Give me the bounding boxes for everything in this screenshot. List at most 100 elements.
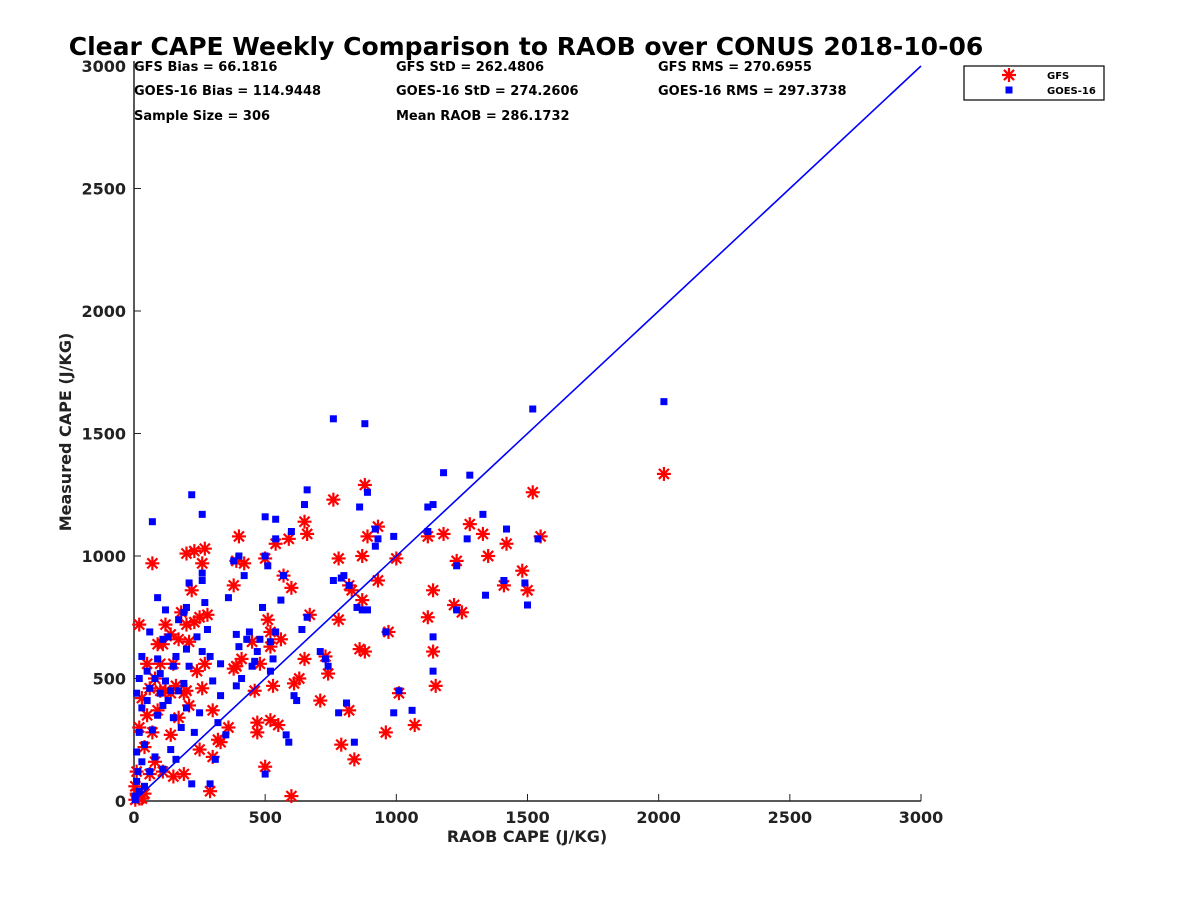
- goes16-point: [156, 670, 164, 678]
- gfs-point-stroke: [154, 657, 167, 670]
- gfs-point: [520, 583, 535, 598]
- gfs-point-stroke: [390, 552, 403, 565]
- goes16-point: [167, 687, 175, 695]
- gfs-point-stroke: [275, 633, 287, 646]
- gfs-point-stroke: [335, 738, 348, 751]
- goes16-point: [175, 687, 183, 695]
- goes16-point: [217, 692, 225, 700]
- gfs-point-stroke: [343, 704, 355, 717]
- gfs-point-stroke: [227, 579, 240, 592]
- goes16-point: [390, 532, 398, 540]
- gfs-point: [184, 583, 199, 598]
- goes16-point: [185, 579, 193, 587]
- goes16-point: [524, 601, 531, 609]
- goes16-point: [261, 513, 269, 521]
- gfs-point: [234, 651, 249, 666]
- goes16-point: [264, 562, 272, 570]
- gfs-point: [287, 676, 302, 691]
- gfs-point: [297, 651, 312, 666]
- gfs-point: [281, 531, 296, 546]
- gfs-point: [179, 617, 194, 632]
- gfs-point-stroke: [172, 633, 185, 646]
- gfs-point-stroke: [167, 770, 180, 783]
- goes16-point: [303, 613, 311, 621]
- goes16-point: [301, 501, 309, 509]
- gfs-point-stroke: [196, 682, 209, 695]
- gfs-point: [189, 664, 204, 679]
- x-tick-label: 500: [248, 808, 281, 827]
- goes16-point: [140, 782, 148, 790]
- gfs-point-stroke: [233, 530, 245, 543]
- goes16-point: [209, 677, 217, 685]
- goes16-point: [138, 652, 146, 660]
- goes16-point: [133, 777, 141, 785]
- goes16-point: [140, 741, 148, 749]
- gfs-point-stroke: [427, 584, 439, 597]
- goes16-point: [198, 510, 206, 518]
- gfs-point-stroke: [261, 613, 274, 626]
- gfs-point-stroke: [437, 528, 450, 540]
- goes16-point: [180, 608, 188, 616]
- gfs-point-stroke: [146, 557, 159, 570]
- goes16-point: [151, 675, 159, 682]
- goes16-point: [482, 591, 490, 599]
- gfs-point: [355, 549, 370, 563]
- goes16-point: [253, 648, 261, 656]
- goes16-point: [353, 603, 361, 611]
- goes16-point: [148, 726, 156, 734]
- gfs-point-stroke: [658, 468, 670, 480]
- goes16-point: [154, 655, 162, 663]
- gfs-point: [481, 549, 496, 563]
- goes16-point: [232, 682, 240, 690]
- gfs-point: [197, 541, 212, 556]
- x-tick-label: 0: [128, 808, 139, 827]
- gfs-point: [347, 752, 362, 767]
- goes16-point: [463, 535, 471, 543]
- x-tick-label: 2500: [768, 808, 813, 827]
- goes16-point: [329, 415, 337, 423]
- goes16-point: [303, 486, 311, 494]
- gfs-point: [210, 732, 225, 747]
- gfs-point-stroke: [429, 680, 442, 692]
- legend-goes16-marker: [1005, 86, 1013, 94]
- goes16-point: [133, 748, 141, 756]
- gfs-point-stroke: [267, 680, 279, 692]
- goes16-point: [177, 724, 185, 731]
- gfs-point-stroke: [185, 584, 198, 597]
- goes16-point: [390, 709, 398, 717]
- gfs-point-stroke: [235, 653, 248, 665]
- gfs-point-stroke: [254, 657, 266, 670]
- stat-text: Mean RAOB = 286.1732: [396, 109, 570, 124]
- gfs-point-stroke: [222, 721, 235, 734]
- gfs-point-stroke: [193, 743, 206, 756]
- gfs-point-stroke: [199, 542, 211, 555]
- gfs-point: [515, 563, 530, 578]
- gfs-point: [334, 737, 349, 752]
- gfs-point-stroke: [298, 653, 311, 665]
- goes16-point: [146, 628, 154, 636]
- goes16-point: [350, 738, 358, 746]
- goes16-point: [272, 628, 280, 636]
- goes16-point: [185, 662, 193, 670]
- gfs-point-stroke: [159, 618, 172, 631]
- goes16-point: [440, 469, 448, 477]
- gfs-point-stroke: [372, 574, 384, 587]
- goes16-point: [329, 577, 337, 584]
- goes16-point: [230, 557, 238, 565]
- goes16-point: [175, 616, 183, 624]
- goes16-point: [266, 667, 274, 675]
- goes16-point: [133, 689, 141, 697]
- gfs-point: [195, 556, 210, 571]
- gfs-point: [226, 661, 241, 676]
- gfs-point-stroke: [246, 635, 258, 648]
- goes16-point: [285, 738, 293, 746]
- goes16-point: [266, 638, 274, 646]
- gfs-point-stroke: [356, 550, 369, 562]
- gfs-point: [158, 617, 173, 632]
- gfs-point: [656, 466, 671, 481]
- x-tick-label: 3000: [899, 808, 944, 827]
- goes16-point: [424, 503, 432, 511]
- stat-text: GOES-16 RMS = 297.3738: [658, 84, 847, 99]
